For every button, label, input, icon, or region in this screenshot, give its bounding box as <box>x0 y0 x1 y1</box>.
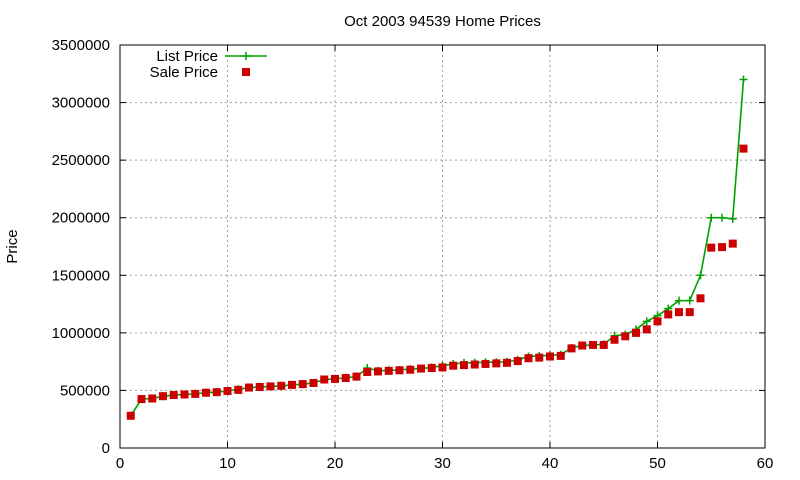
data-point <box>642 317 651 326</box>
series <box>126 75 748 420</box>
data-point <box>664 310 673 319</box>
y-tick-label: 2000000 <box>52 210 110 227</box>
data-point <box>277 381 286 390</box>
data-point <box>449 361 458 370</box>
data-point <box>417 364 425 373</box>
legend-marker <box>242 52 250 60</box>
data-point <box>642 325 651 334</box>
data-point <box>503 358 511 367</box>
data-point <box>234 385 243 394</box>
series-sale-price <box>126 144 748 420</box>
data-point <box>621 332 630 341</box>
data-point <box>406 365 415 374</box>
data-point <box>685 296 694 305</box>
data-point <box>589 340 597 349</box>
data-point <box>202 388 210 397</box>
data-point <box>567 344 576 353</box>
data-point <box>352 372 361 381</box>
data-point <box>245 383 253 392</box>
data-point <box>309 378 318 387</box>
data-point <box>728 239 737 248</box>
data-point <box>180 390 189 399</box>
y-tick-label: 500000 <box>60 382 110 399</box>
data-point <box>513 357 522 366</box>
y-tick-label: 3500000 <box>52 37 110 54</box>
x-tick-label: 10 <box>219 455 236 472</box>
x-tick-label: 50 <box>649 455 666 472</box>
x-tick-label: 20 <box>327 455 344 472</box>
data-point <box>696 271 705 280</box>
data-point <box>148 394 157 403</box>
data-point <box>341 373 350 382</box>
data-point <box>728 214 737 223</box>
data-point <box>288 380 296 389</box>
data-point <box>546 352 554 361</box>
y-tick-label: 3000000 <box>52 95 110 112</box>
data-point <box>438 363 447 372</box>
data-point <box>395 366 404 375</box>
legend-label: Sale Price <box>150 64 218 81</box>
data-point <box>320 375 329 384</box>
data-point <box>363 368 372 377</box>
data-point <box>675 308 683 317</box>
data-point <box>481 359 490 368</box>
data-point <box>578 341 587 350</box>
series-list-price <box>126 75 748 420</box>
data-point <box>427 363 436 372</box>
data-point <box>707 243 716 252</box>
data-point <box>331 374 339 383</box>
series-line <box>130 79 745 417</box>
data-point <box>470 360 479 369</box>
data-point <box>556 351 565 360</box>
data-point <box>535 353 544 362</box>
data-point <box>223 387 232 396</box>
data-point <box>524 354 533 363</box>
data-point <box>685 308 694 317</box>
data-point <box>159 392 167 401</box>
legend-label: List Price <box>156 48 218 65</box>
grid-lines <box>120 45 765 448</box>
data-point <box>739 75 748 84</box>
x-tick-label: 60 <box>757 455 774 472</box>
data-point <box>718 243 726 252</box>
data-point <box>492 359 501 368</box>
data-point <box>653 317 662 326</box>
y-tick-label: 1500000 <box>52 267 110 284</box>
data-point <box>212 388 221 397</box>
y-tick-label: 0 <box>102 440 110 457</box>
x-tick-label: 0 <box>116 455 124 472</box>
y-axis-label: Price <box>4 229 21 263</box>
data-point <box>137 395 146 404</box>
data-point <box>460 361 468 370</box>
data-point <box>266 382 275 391</box>
data-point <box>675 296 683 305</box>
data-point <box>696 294 705 303</box>
data-point <box>739 144 748 153</box>
data-point <box>298 380 307 389</box>
data-point <box>718 213 726 222</box>
x-tick-label: 40 <box>542 455 559 472</box>
x-tick-label: 30 <box>434 455 451 472</box>
data-point <box>191 389 200 398</box>
data-point <box>632 328 640 337</box>
y-tick-label: 1000000 <box>52 325 110 342</box>
data-point <box>126 411 135 420</box>
legend-marker <box>242 68 250 76</box>
axis-ticks: 0 10 20 30 40 50 60 0 500000 1000000 1500000 200000… <box>52 37 774 472</box>
y-tick-label: 2500000 <box>52 152 110 169</box>
data-point <box>610 335 619 344</box>
data-point <box>169 391 178 400</box>
data-point <box>599 340 608 349</box>
data-point <box>384 366 393 375</box>
data-point <box>374 367 382 376</box>
data-point <box>707 213 716 222</box>
data-point <box>255 382 264 391</box>
chart-title: Oct 2003 94539 Home Prices <box>344 13 541 30</box>
